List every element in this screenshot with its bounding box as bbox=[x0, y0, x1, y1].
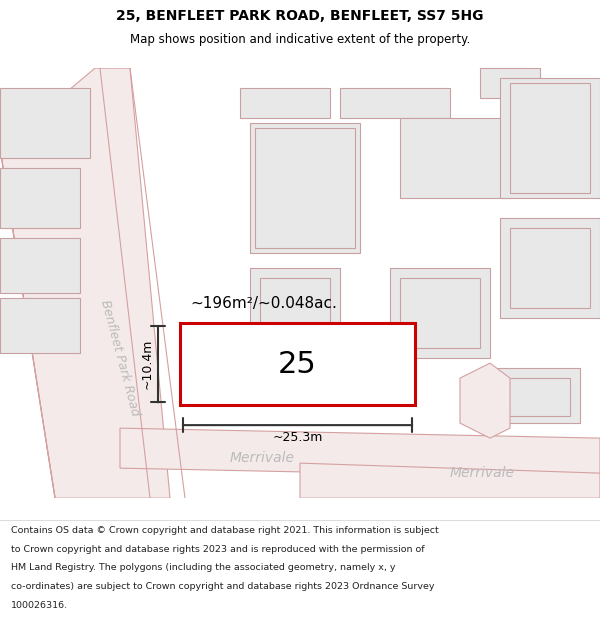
Bar bbox=[0, 298, 80, 353]
Bar bbox=[180, 323, 415, 405]
Text: ~10.4m: ~10.4m bbox=[141, 339, 154, 389]
Bar bbox=[255, 128, 355, 248]
Text: ~196m²/~0.048ac.: ~196m²/~0.048ac. bbox=[190, 296, 337, 311]
Bar bbox=[480, 68, 540, 98]
Text: Merrivale: Merrivale bbox=[230, 451, 295, 465]
Text: to Crown copyright and database rights 2023 and is reproduced with the permissio: to Crown copyright and database rights 2… bbox=[11, 545, 424, 554]
Bar bbox=[510, 228, 590, 308]
Text: Map shows position and indicative extent of the property.: Map shows position and indicative extent… bbox=[130, 33, 470, 46]
Bar bbox=[500, 218, 600, 318]
Bar bbox=[250, 268, 340, 353]
Bar bbox=[250, 123, 360, 253]
Bar bbox=[0, 88, 90, 158]
Polygon shape bbox=[0, 68, 170, 498]
Bar bbox=[340, 88, 450, 118]
Text: 100026316.: 100026316. bbox=[11, 601, 68, 609]
Polygon shape bbox=[120, 428, 600, 478]
Text: HM Land Registry. The polygons (including the associated geometry, namely x, y: HM Land Registry. The polygons (includin… bbox=[11, 563, 395, 572]
Bar bbox=[400, 118, 510, 198]
Bar bbox=[0, 238, 80, 293]
Text: Contains OS data © Crown copyright and database right 2021. This information is : Contains OS data © Crown copyright and d… bbox=[11, 526, 439, 535]
Bar bbox=[480, 368, 580, 423]
Bar bbox=[400, 278, 480, 348]
Bar bbox=[240, 88, 330, 118]
Bar bbox=[260, 278, 330, 343]
Text: ~25.3m: ~25.3m bbox=[272, 431, 323, 444]
Text: 25: 25 bbox=[278, 349, 317, 379]
Text: co-ordinates) are subject to Crown copyright and database rights 2023 Ordnance S: co-ordinates) are subject to Crown copyr… bbox=[11, 582, 434, 591]
Bar bbox=[490, 378, 570, 416]
Polygon shape bbox=[300, 463, 600, 498]
Text: Benfleet Park Road: Benfleet Park Road bbox=[98, 299, 142, 418]
Polygon shape bbox=[460, 363, 510, 438]
Bar bbox=[390, 268, 490, 358]
Text: 25, BENFLEET PARK ROAD, BENFLEET, SS7 5HG: 25, BENFLEET PARK ROAD, BENFLEET, SS7 5H… bbox=[116, 9, 484, 24]
Text: Merrivale: Merrivale bbox=[450, 466, 515, 480]
Bar bbox=[510, 83, 590, 193]
Bar bbox=[500, 78, 600, 198]
Bar bbox=[0, 168, 80, 228]
